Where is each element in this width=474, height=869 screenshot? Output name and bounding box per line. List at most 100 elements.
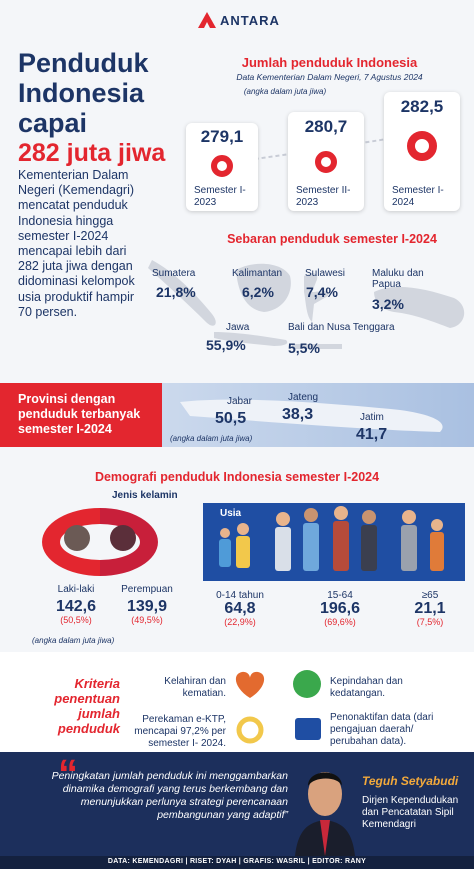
figure-part	[401, 525, 417, 571]
province-name: Jateng	[288, 392, 319, 403]
region-name: Bali dan Nusa Tenggara	[288, 322, 395, 333]
population-label: Semester I-2024	[392, 185, 444, 208]
java-shape	[180, 399, 443, 432]
population-card: 280,7 Semester II-2023	[288, 112, 364, 211]
province-value: 38,3	[282, 406, 314, 423]
map	[148, 260, 465, 349]
title-line: Penduduk	[18, 48, 149, 78]
region-value: 7,4%	[306, 284, 338, 300]
figure-part	[275, 527, 291, 571]
gender-value: 139,9	[126, 598, 168, 615]
criteria-panel	[0, 652, 474, 752]
population-label: Semester II-2023	[296, 185, 351, 208]
footer-band	[0, 856, 474, 869]
age-share: (22,9%)	[224, 617, 256, 627]
criteria-item: Perekaman e-KTP, mencapai 97,2% per seme…	[134, 714, 226, 749]
figure-part	[236, 536, 250, 568]
tie	[320, 820, 330, 856]
sumatera-shape	[148, 260, 216, 326]
age-value: 196,6	[319, 600, 361, 617]
figure-part	[334, 506, 348, 520]
age-value: 64,8	[224, 600, 256, 617]
figure-part	[361, 525, 377, 571]
footer: DATA: KEMENDAGRI | RISET: DYAH | GRAFIS:…	[107, 858, 367, 865]
figure-part	[303, 523, 319, 571]
figure-part	[220, 528, 230, 538]
figure-part	[333, 521, 349, 571]
criteria-item: Penonaktifan data (dari pengajuan daerah…	[330, 712, 434, 747]
heart-icon	[235, 671, 265, 698]
gender-label: Laki-laki	[57, 584, 95, 595]
gender-share: (49,5%)	[131, 615, 163, 625]
nusa-tenggara-shape	[292, 344, 342, 349]
population-value: 280,7	[304, 117, 348, 136]
unit-note: (angka dalam juta jiwa)	[32, 636, 115, 645]
sulawesi-shape	[304, 273, 329, 322]
section-title: Jumlah penduduk Indonesia	[241, 55, 418, 70]
title-line: Indonesia	[18, 78, 145, 108]
search-icon	[236, 716, 264, 744]
province-name: Jatim	[360, 412, 384, 423]
title: Penduduk Indonesia capai 282 juta jiwa	[18, 48, 165, 168]
title-line: capai	[18, 108, 88, 138]
criteria-item: Kelahiran dan kematian.	[164, 676, 226, 699]
region-value: 6,2%	[242, 284, 274, 300]
region-name: Sulawesi	[305, 268, 346, 279]
section-title: Demografi penduduk Indonesia semester I-…	[94, 470, 380, 484]
quote-mark: “	[58, 752, 78, 796]
gender-share: (50,5%)	[60, 615, 92, 625]
population-value: 282,5	[400, 97, 444, 116]
logo-mark	[198, 12, 216, 28]
province-title-box	[0, 383, 162, 447]
figure-part	[276, 512, 290, 526]
male-half	[42, 508, 100, 576]
ring-icon	[407, 131, 437, 161]
section-title: Kriteria penentuan jumlah penduduk	[54, 676, 120, 736]
logo-text: ANTARA	[220, 13, 280, 28]
islands	[148, 260, 465, 349]
logo: ANTARA	[196, 10, 279, 30]
unit-note: (angka dalam juta jiwa)	[170, 434, 253, 443]
female-face	[110, 525, 136, 551]
children	[219, 523, 250, 568]
ring-icon	[315, 151, 337, 173]
ring-icon	[211, 155, 233, 177]
jawa-shape	[214, 332, 288, 346]
gender-title: Jenis kelamin	[112, 490, 178, 501]
region-name: Kalimantan	[232, 268, 283, 279]
region-value: 5,5%	[288, 340, 320, 356]
gender-label: Perempuan	[121, 584, 173, 595]
id-icon	[295, 718, 321, 740]
face	[308, 772, 342, 816]
intro: Kementerian Dalam Negeri (Kemendagri) me…	[18, 168, 135, 319]
figure-part	[237, 523, 249, 535]
region-name: Jawa	[226, 322, 250, 333]
unit-note: (angka dalam juta jiwa)	[243, 87, 327, 96]
population-label: Semester I-2023	[194, 185, 246, 208]
figure-part	[430, 532, 444, 571]
hair	[308, 772, 342, 786]
population-card: 282,5 Semester I-2024	[384, 92, 460, 211]
age-share: (69,6%)	[324, 617, 356, 627]
region-value: 3,2%	[372, 296, 404, 312]
province-name: Jabar	[227, 396, 253, 407]
criteria-item: Kepindahan dan kedatangan.	[330, 676, 403, 699]
speaker-role: Dirjen Kependudukan dan Pencatatan Sipil…	[362, 795, 459, 830]
region-name: Maluku dan Papua	[372, 268, 424, 290]
age-value: 21,1	[414, 600, 446, 617]
age-label: ≥65	[421, 590, 439, 601]
male-face	[64, 525, 90, 551]
section-title: Sebaran penduduk semester I-2024	[227, 232, 437, 246]
kalimantan-shape	[236, 263, 291, 312]
elderly	[401, 510, 444, 571]
population-value: 279,1	[200, 127, 244, 146]
figure-part	[219, 539, 231, 567]
figure-part	[402, 510, 416, 524]
papua-shape	[374, 286, 465, 328]
adults	[275, 506, 377, 571]
section-subtitle: Data Kementerian Dalam Negeri, 7 Agustus…	[236, 72, 423, 82]
figure-part	[362, 510, 376, 524]
portrait	[295, 772, 355, 856]
